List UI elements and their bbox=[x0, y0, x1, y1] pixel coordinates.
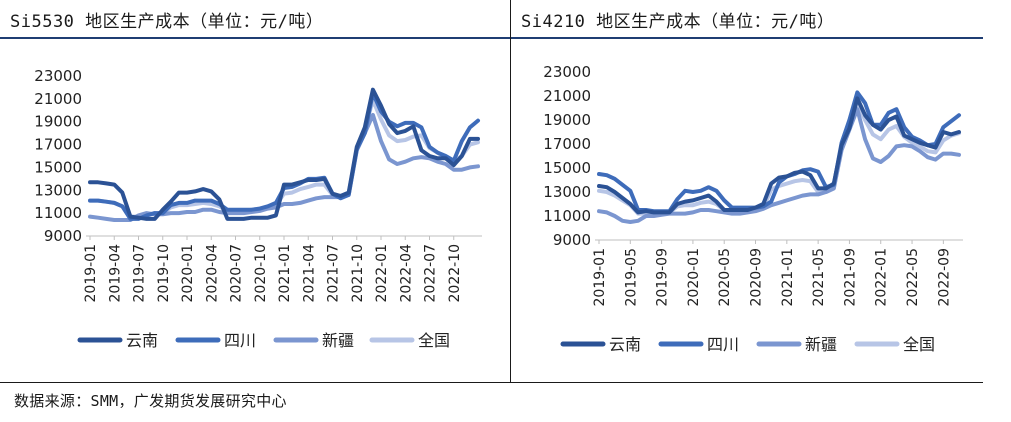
y-tick-label: 11000 bbox=[543, 207, 591, 225]
y-tick-label: 11000 bbox=[34, 204, 82, 222]
y-tick-label: 21000 bbox=[34, 90, 82, 108]
y-tick-label: 13000 bbox=[34, 181, 82, 199]
x-tick-label: 2020-01 bbox=[180, 244, 196, 303]
y-tick-label: 13000 bbox=[543, 183, 591, 201]
x-tick-label: 2021-07 bbox=[326, 244, 342, 303]
y-tick-label: 19000 bbox=[543, 111, 591, 129]
x-tick-label: 2022-01 bbox=[374, 244, 390, 303]
y-tick-label: 23000 bbox=[543, 63, 591, 81]
series-line-xinjiang bbox=[597, 107, 961, 224]
title-divider bbox=[511, 37, 983, 39]
si4210-line-chart: 9000 11000 13000 15000 17000 19000 21000 23000 2… bbox=[543, 63, 963, 354]
x-tick-label: 2021-04 bbox=[301, 244, 317, 303]
series-line-yunnan bbox=[88, 87, 480, 221]
x-tick-label: 2022-10 bbox=[447, 244, 463, 303]
legend-label-sichuan: 四川 bbox=[707, 335, 739, 354]
footer-divider bbox=[0, 382, 983, 383]
si5530-line-chart: 9000 11000 13000 15000 17000 19000 21000 23000 2… bbox=[34, 67, 482, 350]
x-tick-label: 2019-04 bbox=[107, 244, 123, 303]
x-tick-label: 2020-04 bbox=[204, 244, 220, 303]
x-tick-label: 2022-09 bbox=[936, 248, 952, 307]
series-line-sichuan bbox=[597, 90, 961, 214]
x-tick-label: 2022-05 bbox=[905, 248, 921, 307]
x-tick-label: 2019-01 bbox=[83, 244, 99, 303]
chart-panel-si4210: Si4210 地区生产成本（单位：元/吨） 9000 11000 13000 1500… bbox=[511, 0, 983, 382]
y-tick-label: 17000 bbox=[34, 136, 82, 154]
series-line-quanguo bbox=[597, 101, 961, 216]
x-tick-label: 2022-04 bbox=[398, 244, 414, 303]
y-tick-label: 23000 bbox=[34, 67, 82, 85]
legend-label-yunnan: 云南 bbox=[126, 331, 158, 350]
y-tick-label: 17000 bbox=[543, 135, 591, 153]
x-tick-label: 2020-09 bbox=[749, 248, 765, 307]
chart-panel-si5530: Si5530 地区生产成本（单位：元/吨） 9000 11000 13000 1500… bbox=[0, 0, 511, 382]
x-tick-label: 2021-09 bbox=[842, 248, 858, 307]
series-line-xinjiang bbox=[88, 112, 480, 222]
y-tick-label: 9000 bbox=[553, 231, 591, 249]
legend-label-xinjiang: 新疆 bbox=[322, 331, 354, 350]
chart-title: Si4210 地区生产成本（单位：元/吨） bbox=[521, 12, 835, 32]
x-tick-label: 2020-05 bbox=[717, 248, 733, 307]
x-tick-label: 2021-01 bbox=[277, 244, 293, 303]
x-tick-label: 2019-09 bbox=[655, 248, 671, 307]
x-tick-label: 2019-05 bbox=[623, 248, 639, 307]
y-tick-label: 15000 bbox=[34, 158, 82, 176]
x-tick-label: 2021-05 bbox=[811, 248, 827, 307]
legend-label-xinjiang: 新疆 bbox=[805, 335, 837, 354]
x-tick-label: 2022-01 bbox=[874, 248, 890, 307]
x-tick-label: 2019-10 bbox=[156, 244, 172, 303]
x-tick-label: 2019-07 bbox=[132, 244, 148, 303]
legend-label-quanguo: 全国 bbox=[418, 331, 450, 350]
x-tick-label: 2019-01 bbox=[592, 248, 608, 307]
source-note: 数据来源：SMM，广发期货发展研究中心 bbox=[14, 392, 287, 410]
x-tick-label: 2021-10 bbox=[350, 244, 366, 303]
x-tick-label: 2022-07 bbox=[423, 244, 439, 303]
x-tick-label: 2020-01 bbox=[686, 248, 702, 307]
legend-label-sichuan: 四川 bbox=[224, 331, 256, 350]
y-tick-label: 15000 bbox=[543, 159, 591, 177]
x-tick-label: 2020-07 bbox=[229, 244, 245, 303]
title-divider bbox=[0, 37, 510, 39]
legend-label-yunnan: 云南 bbox=[609, 335, 641, 354]
y-tick-label: 19000 bbox=[34, 113, 82, 131]
x-tick-label: 2020-10 bbox=[253, 244, 269, 303]
y-tick-label: 21000 bbox=[543, 87, 591, 105]
legend-label-quanguo: 全国 bbox=[903, 335, 935, 354]
x-tick-label: 2021-01 bbox=[780, 248, 796, 307]
y-tick-label: 9000 bbox=[44, 227, 82, 245]
chart-title: Si5530 地区生产成本（单位：元/吨） bbox=[10, 12, 324, 32]
series-line-yunnan bbox=[597, 96, 961, 215]
